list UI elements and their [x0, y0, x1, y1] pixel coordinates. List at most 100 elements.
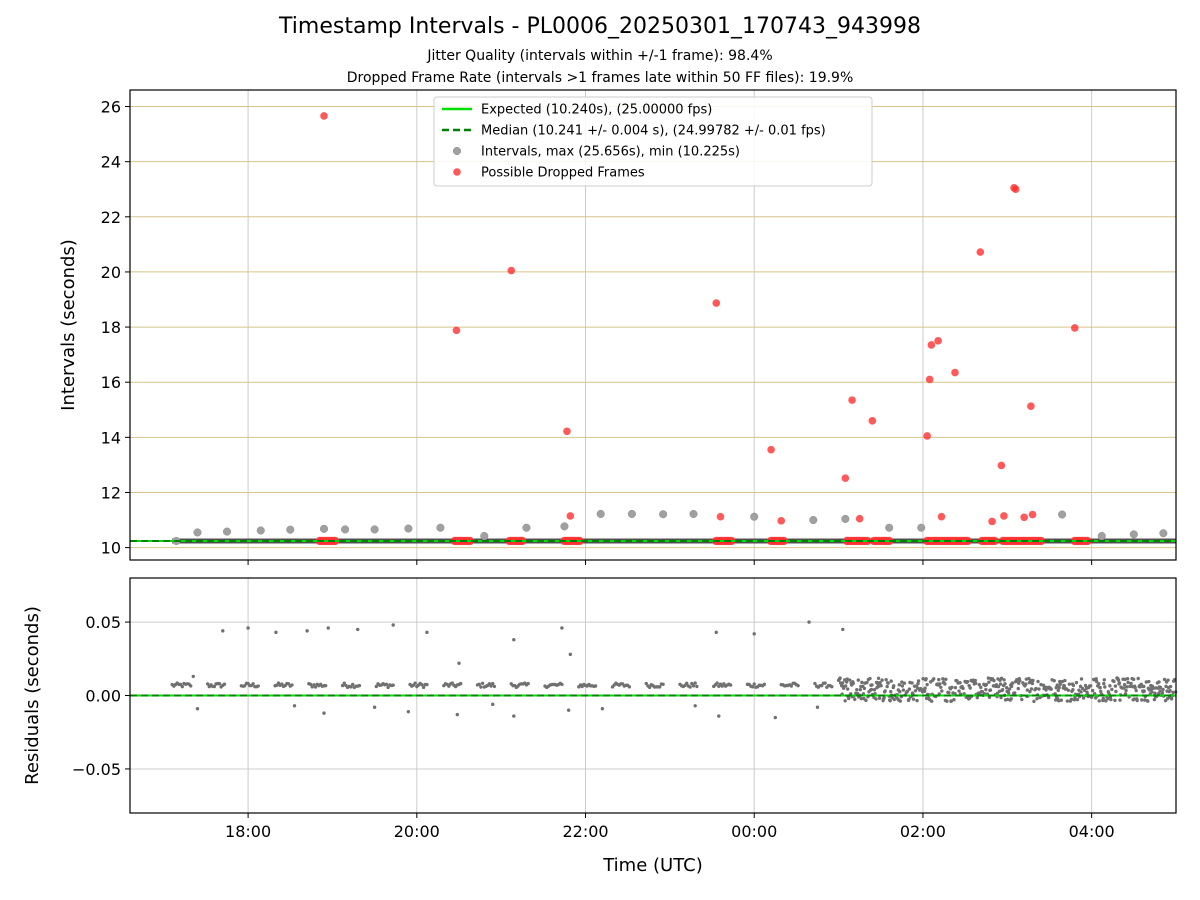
- residual-point: [180, 684, 184, 689]
- residual-point: [1168, 684, 1173, 689]
- residual-point: [728, 683, 733, 687]
- residual-point: [843, 684, 848, 688]
- dropped-frame-point: [868, 416, 877, 425]
- residual-point: [870, 683, 874, 687]
- residual-point: [1146, 699, 1150, 703]
- residual-point: [1006, 691, 1011, 695]
- residual-point: [1024, 682, 1028, 686]
- interval-point: [404, 524, 413, 533]
- residual-point: [750, 685, 755, 689]
- top-ytick-label: 14: [101, 428, 121, 447]
- top-ytick-label: 22: [101, 208, 121, 227]
- residual-point: [858, 687, 863, 692]
- residual-point: [715, 681, 719, 685]
- residual-point: [1133, 685, 1137, 690]
- dropped-frame-point: [1000, 512, 1008, 520]
- residual-point: [950, 685, 954, 690]
- residual-point: [1020, 697, 1024, 702]
- residual-point: [1067, 682, 1072, 686]
- dropped-frame-point: [976, 248, 985, 256]
- residual-point: [868, 676, 872, 681]
- top-ytick-label: 12: [101, 483, 121, 502]
- residual-point: [251, 682, 255, 686]
- residual-point: [217, 682, 222, 686]
- dropped-frame-point: [997, 461, 1006, 470]
- residual-point: [1122, 682, 1127, 687]
- residual-point: [421, 685, 426, 690]
- residual-point: [292, 704, 297, 708]
- residual-point: [999, 676, 1004, 681]
- residual-point: [958, 681, 962, 685]
- dropped-frame-point: [848, 396, 856, 404]
- residual-point: [1168, 689, 1172, 693]
- residual-point: [838, 676, 842, 680]
- residual-point: [916, 679, 921, 683]
- dropped-frame-point: [452, 326, 461, 335]
- residual-point: [1108, 684, 1112, 688]
- residual-point: [305, 629, 309, 633]
- residual-point: [1126, 680, 1130, 685]
- top-axes-frame: [129, 89, 1177, 561]
- dropped-frame-point: [1027, 402, 1035, 410]
- residual-point: [1016, 686, 1020, 691]
- residual-point: [982, 691, 987, 696]
- residual-point: [874, 697, 878, 701]
- dropped-frame-point: [563, 427, 571, 436]
- dropped-frame-point: [937, 512, 946, 521]
- residual-point: [480, 681, 485, 686]
- residual-point: [949, 699, 954, 703]
- residual-point: [1142, 689, 1146, 693]
- interval-point: [659, 510, 668, 519]
- residual-point: [693, 704, 697, 708]
- dropped-frame-point: [1070, 324, 1079, 332]
- residual-point: [859, 696, 864, 701]
- interval-point: [436, 523, 445, 532]
- residual-point: [191, 674, 195, 679]
- residual-point: [880, 678, 884, 682]
- residual-point: [830, 684, 834, 689]
- residual-point: [1118, 698, 1122, 702]
- bottom-xtick-label: 04:00: [1069, 822, 1115, 841]
- dropped-frame-subtitle: Dropped Frame Rate (intervals >1 frames …: [346, 70, 854, 86]
- interval-point: [286, 525, 295, 534]
- residual-point: [924, 677, 928, 681]
- dropped-frame-point: [320, 112, 328, 120]
- residual-point: [491, 681, 495, 686]
- residual-point: [1132, 697, 1136, 701]
- residual-point: [884, 677, 888, 682]
- residual-point: [205, 682, 210, 686]
- residual-point: [1043, 685, 1048, 690]
- residual-point: [1078, 684, 1083, 689]
- residual-point: [864, 698, 868, 703]
- residual-point: [807, 620, 811, 624]
- residual-point: [690, 681, 694, 686]
- residual-point: [1036, 679, 1040, 684]
- residual-point: [1113, 698, 1117, 703]
- residual-point: [290, 683, 294, 687]
- interval-point: [522, 523, 531, 532]
- residual-point: [862, 686, 867, 691]
- residual-point: [1161, 687, 1165, 692]
- residual-point: [815, 705, 820, 709]
- residual-point: [865, 680, 869, 685]
- residual-point: [1059, 698, 1063, 702]
- residual-point: [1153, 691, 1157, 695]
- residual-point: [984, 682, 989, 687]
- residual-point: [374, 684, 379, 689]
- residual-point: [1102, 681, 1106, 686]
- residual-point: [189, 684, 193, 688]
- residual-point: [600, 707, 605, 711]
- residual-point: [1007, 687, 1012, 691]
- residual-point: [1102, 678, 1106, 682]
- residual-point: [489, 684, 493, 688]
- residual-point: [1113, 684, 1118, 688]
- residual-point: [1009, 684, 1014, 689]
- residual-point: [1099, 689, 1103, 694]
- residual-point: [902, 681, 907, 685]
- residual-point: [1116, 678, 1121, 682]
- residual-point: [688, 685, 692, 689]
- residual-point: [512, 637, 516, 642]
- residual-point: [885, 684, 889, 689]
- residual-point: [1158, 685, 1163, 690]
- residual-point: [1158, 689, 1162, 693]
